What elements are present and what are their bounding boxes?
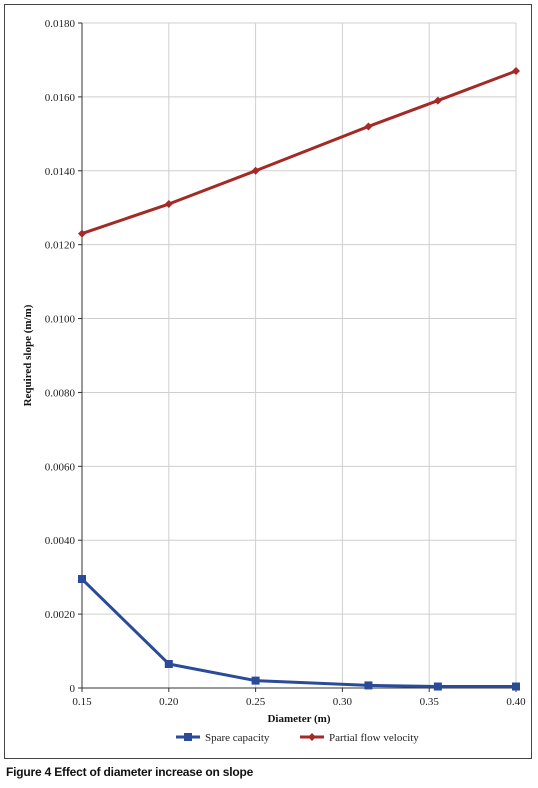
figure-caption-text: Effect of diameter increase on slope <box>54 765 254 779</box>
grid <box>81 22 517 689</box>
data-point-diamond <box>433 96 442 105</box>
y-tick-label: 0.0180 <box>45 18 76 30</box>
legend: Spare capacity Partial flow velocity <box>176 732 419 744</box>
x-tick-label: 0.30 <box>333 696 353 708</box>
line-chart: 0 0.0020 0.0040 0.0060 0.0080 0.0100 0.0120 0.0… <box>22 18 526 744</box>
data-point-square <box>164 659 173 668</box>
data-point-diamond <box>251 166 260 175</box>
figure-caption-label: Figure 4 <box>6 765 52 779</box>
data-point-diamond <box>164 200 173 209</box>
y-tick-label: 0.0160 <box>45 92 76 104</box>
y-tick-label: 0 <box>70 683 76 695</box>
legend-marker-diamond <box>308 733 316 741</box>
legend-marker-square <box>184 733 192 741</box>
data-point-diamond <box>512 67 520 76</box>
y-axis-title: Required slope (m/m) <box>22 304 34 406</box>
legend-label: Spare capacity <box>205 732 270 744</box>
legend-label: Partial flow velocity <box>329 732 419 744</box>
x-tick-label: 0.40 <box>506 696 526 708</box>
y-tick-label: 0.0140 <box>45 166 76 178</box>
y-tick-label: 0.0120 <box>45 240 76 252</box>
y-tick-label: 0.0060 <box>45 461 76 473</box>
x-tick-label: 0.25 <box>246 696 266 708</box>
figure-caption: Figure 4 Effect of diameter increase on … <box>6 765 253 779</box>
axes <box>78 22 517 692</box>
data-point-diamond <box>364 122 373 131</box>
y-tick-label: 0.0100 <box>45 314 76 326</box>
data-point-square <box>433 682 442 691</box>
chart-frame <box>4 4 532 759</box>
x-tick-label: 0.35 <box>420 696 440 708</box>
y-tick-label: 0.0020 <box>45 609 76 621</box>
series-line-spare-capacity <box>80 577 516 689</box>
x-tick-labels: 0.15 0.20 0.25 0.30 0.35 0.40 <box>72 696 526 708</box>
data-point-square <box>251 676 260 685</box>
data-point-square <box>78 575 86 584</box>
x-axis-title: Diameter (m) <box>267 713 330 725</box>
series-line-partial-flow-velocity <box>81 69 517 236</box>
series-group <box>78 67 520 691</box>
y-tick-label: 0.0040 <box>45 535 76 547</box>
x-tick-label: 0.15 <box>72 696 92 708</box>
x-tick-label: 0.20 <box>159 696 179 708</box>
data-point-diamond <box>78 229 86 238</box>
data-point-square <box>364 681 373 690</box>
data-point-square <box>512 682 520 691</box>
y-tick-labels: 0 0.0020 0.0040 0.0060 0.0080 0.0100 0.0120 0.0… <box>45 18 76 695</box>
y-tick-label: 0.0080 <box>45 387 76 399</box>
